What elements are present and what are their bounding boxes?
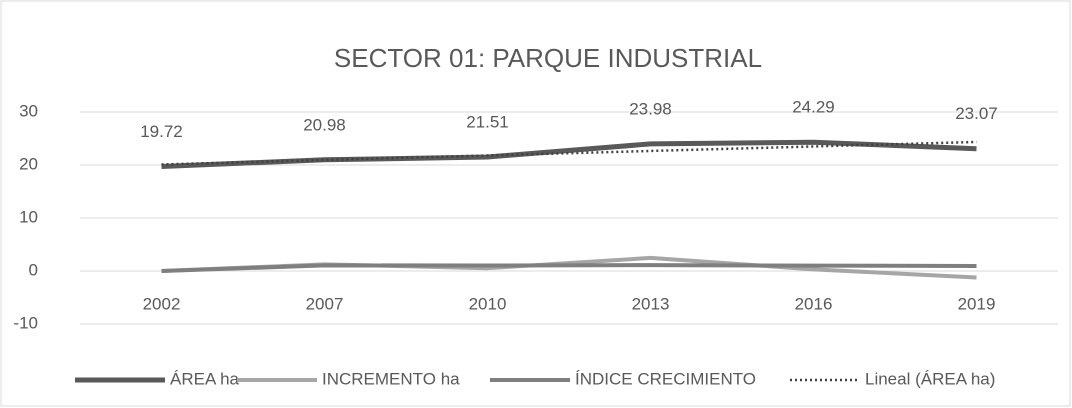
x-tick-label: 2016: [795, 294, 833, 313]
data-label: 21.51: [466, 112, 509, 131]
y-tick-label: -10: [13, 313, 38, 332]
legend-label: INCREMENTO ha: [322, 369, 460, 388]
data-label: 24.29: [792, 98, 835, 117]
data-label: 19.72: [140, 122, 183, 141]
series-line: [161, 263, 977, 273]
data-label: 20.98: [303, 115, 346, 134]
x-tick-label: 2002: [143, 294, 181, 313]
legend-label: ÁREA ha: [170, 369, 240, 388]
y-tick-label: 10: [19, 207, 38, 226]
x-tick-label: 2013: [632, 294, 670, 313]
y-tick-label: 30: [19, 101, 38, 120]
x-tick-label: 2019: [958, 294, 996, 313]
chart-title: SECTOR 01: PARQUE INDUSTRIAL: [334, 43, 762, 73]
y-tick-label: 0: [29, 260, 38, 279]
x-tick-label: 2010: [469, 294, 507, 313]
legend-label: ÍNDICE CRECIMIENTO: [575, 369, 756, 388]
data-label: 23.07: [955, 104, 998, 123]
series-line: [161, 140, 977, 166]
x-tick-label: 2007: [306, 294, 344, 313]
data-label: 23.98: [629, 99, 672, 118]
y-tick-label: 20: [19, 154, 38, 173]
legend-label: Lineal (ÁREA ha): [865, 369, 995, 388]
